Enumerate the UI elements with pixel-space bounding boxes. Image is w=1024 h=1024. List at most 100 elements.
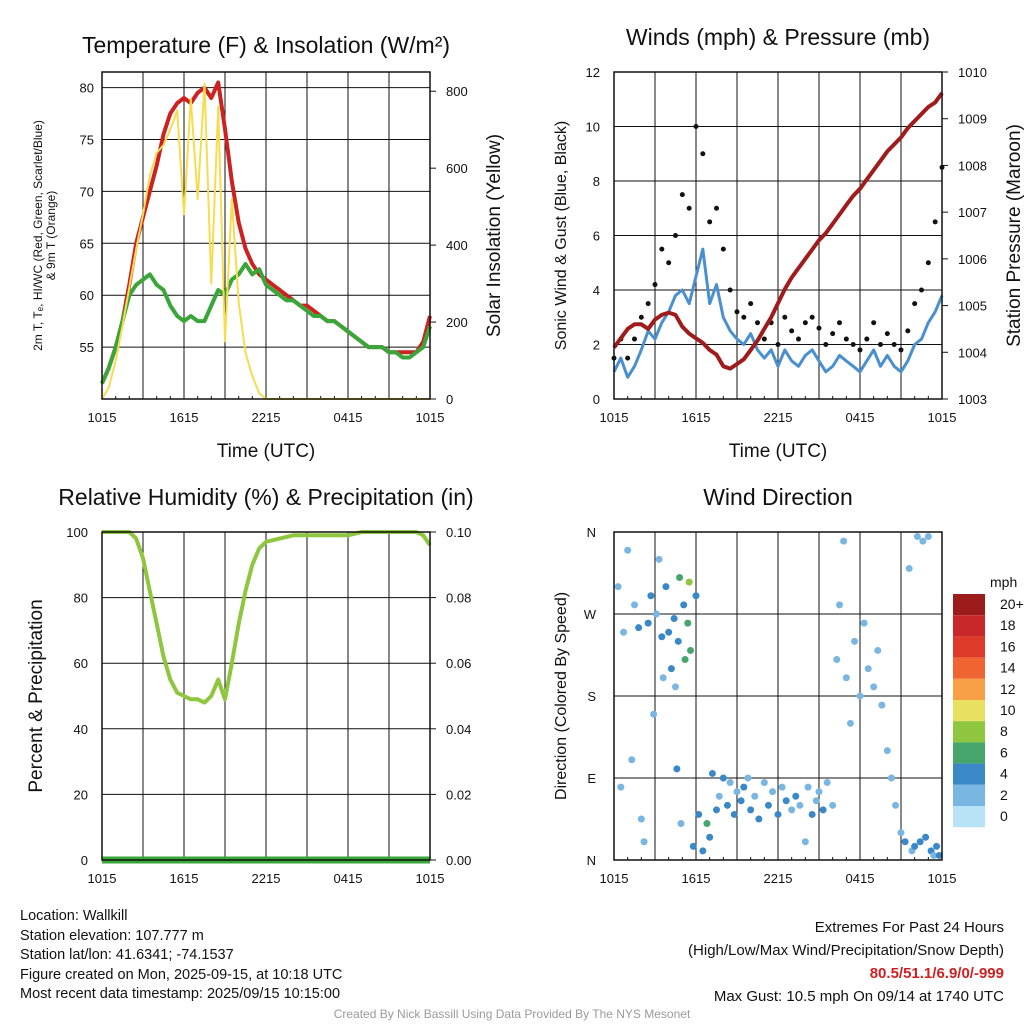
direction-point — [687, 646, 695, 654]
legend-swatch — [953, 657, 985, 679]
gust-point — [707, 219, 713, 225]
direction-point — [933, 842, 941, 850]
y-tick-label: 55 — [80, 340, 94, 355]
direction-point — [815, 788, 823, 796]
credit-text: Created By Nick Bassill Using Data Provi… — [333, 1007, 691, 1021]
legend-swatch — [953, 806, 985, 828]
direction-point — [672, 683, 679, 691]
x-tick-label: 1015 — [600, 871, 629, 886]
x-tick-label: 2215 — [764, 410, 793, 425]
direction-point — [792, 792, 800, 800]
y-tick-label: 12 — [586, 65, 600, 80]
direction-point — [935, 851, 943, 859]
direction-point — [726, 779, 734, 787]
direction-point — [640, 838, 648, 846]
direction-point — [842, 674, 850, 682]
gust-point — [673, 233, 678, 238]
max-gust-text: Max Gust: 10.5 mph On 09/14 at 1740 UTC — [713, 988, 1004, 1005]
y-tick-label: 40 — [74, 722, 88, 737]
direction-point — [883, 747, 891, 755]
gust-point — [871, 320, 877, 326]
y-tick-label: 60 — [80, 288, 94, 303]
direction-point — [774, 810, 782, 818]
gust-point — [802, 320, 808, 326]
x-tick-label: 0415 — [334, 410, 363, 425]
gust-point — [625, 355, 631, 361]
direction-point — [833, 656, 841, 664]
gust-point — [741, 314, 747, 320]
gust-point — [775, 342, 781, 347]
direction-point — [897, 829, 905, 837]
gust-point — [898, 347, 904, 353]
gust-point — [830, 331, 836, 337]
x-axis-label: Time (UTC) — [217, 441, 316, 462]
gust-point — [884, 331, 890, 337]
direction-point — [823, 779, 831, 787]
direction-point — [788, 806, 796, 814]
legend-swatch — [953, 721, 985, 743]
direction-point — [658, 633, 666, 641]
y-right-tick-label: 1005 — [958, 299, 987, 314]
direction-point — [706, 833, 714, 841]
chart-3: 1015 1615 2215 0415 1015 Relative Humidity (%… — [26, 484, 474, 886]
plot-border — [613, 71, 943, 400]
recent-data-text: Most recent data timestamp: 2025/09/15 1… — [20, 986, 341, 1002]
y-axis-label: 2m T, Tₑ, HI/WC (Red, Green, Scarlet/Blu… — [31, 120, 58, 351]
y-right-axis-label: Solar Insolation (Yellow) — [484, 134, 505, 337]
direction-point — [913, 533, 921, 541]
direction-point — [905, 564, 913, 572]
legend-swatch — [953, 615, 985, 637]
direction-point — [635, 624, 643, 632]
direction-point — [740, 783, 748, 791]
direction-point — [878, 701, 886, 709]
direction-point — [901, 838, 909, 846]
y-right-tick-label: 0.06 — [446, 656, 471, 671]
direction-point — [916, 838, 924, 846]
gust-point — [850, 342, 856, 347]
legend-label: 12 — [1000, 681, 1016, 697]
direction-point — [715, 792, 723, 800]
y-right-tick-label: 1007 — [958, 205, 987, 220]
gust-point — [782, 314, 788, 320]
extremes-values: 80.5/51.1/6.9/0/-999 — [869, 965, 1004, 982]
direction-point — [747, 806, 755, 814]
x-tick-label: 2215 — [252, 871, 281, 886]
direction-point — [650, 710, 658, 718]
y-right-tick-label: 0 — [446, 392, 453, 407]
legend-label: 8 — [1000, 723, 1008, 739]
legend-label: 10 — [1000, 702, 1016, 718]
direction-point — [874, 646, 882, 654]
station-info: Location: Wallkill Station elevation: 10… — [20, 907, 342, 1005]
direction-point — [819, 806, 827, 814]
y-tick-label: 6 — [593, 229, 600, 244]
direction-point — [812, 797, 820, 805]
direction-point — [760, 779, 768, 787]
series-line — [612, 91, 944, 371]
direction-point — [670, 615, 678, 623]
direction-point — [680, 601, 688, 609]
direction-point — [782, 797, 790, 805]
direction-point — [751, 792, 759, 800]
legend-swatch — [953, 594, 985, 616]
y-axis-label: Direction (Colored By Speed) — [553, 592, 570, 800]
direction-point — [677, 820, 685, 828]
gust-point — [686, 205, 692, 211]
direction-point — [614, 583, 622, 591]
y-tick-label: 20 — [74, 787, 88, 802]
direction-point — [911, 842, 919, 850]
gust-point — [932, 219, 938, 225]
elevation-text: Station elevation: 107.777 m — [20, 927, 204, 944]
direction-point — [689, 842, 697, 850]
direction-point — [681, 656, 689, 664]
gust-point — [638, 314, 644, 320]
direction-point — [730, 810, 738, 818]
direction-point — [659, 674, 667, 682]
y-tick-label: E — [587, 771, 596, 786]
y-axis-label: Percent & Precipitation — [26, 599, 47, 792]
y-tick-label: 10 — [586, 120, 600, 135]
y-tick-label: 65 — [80, 236, 94, 251]
location-text: Location: Wallkill — [20, 908, 128, 924]
y-right-axis-label: Station Pressure (Maroon) — [1004, 124, 1024, 347]
direction-point — [662, 583, 670, 591]
